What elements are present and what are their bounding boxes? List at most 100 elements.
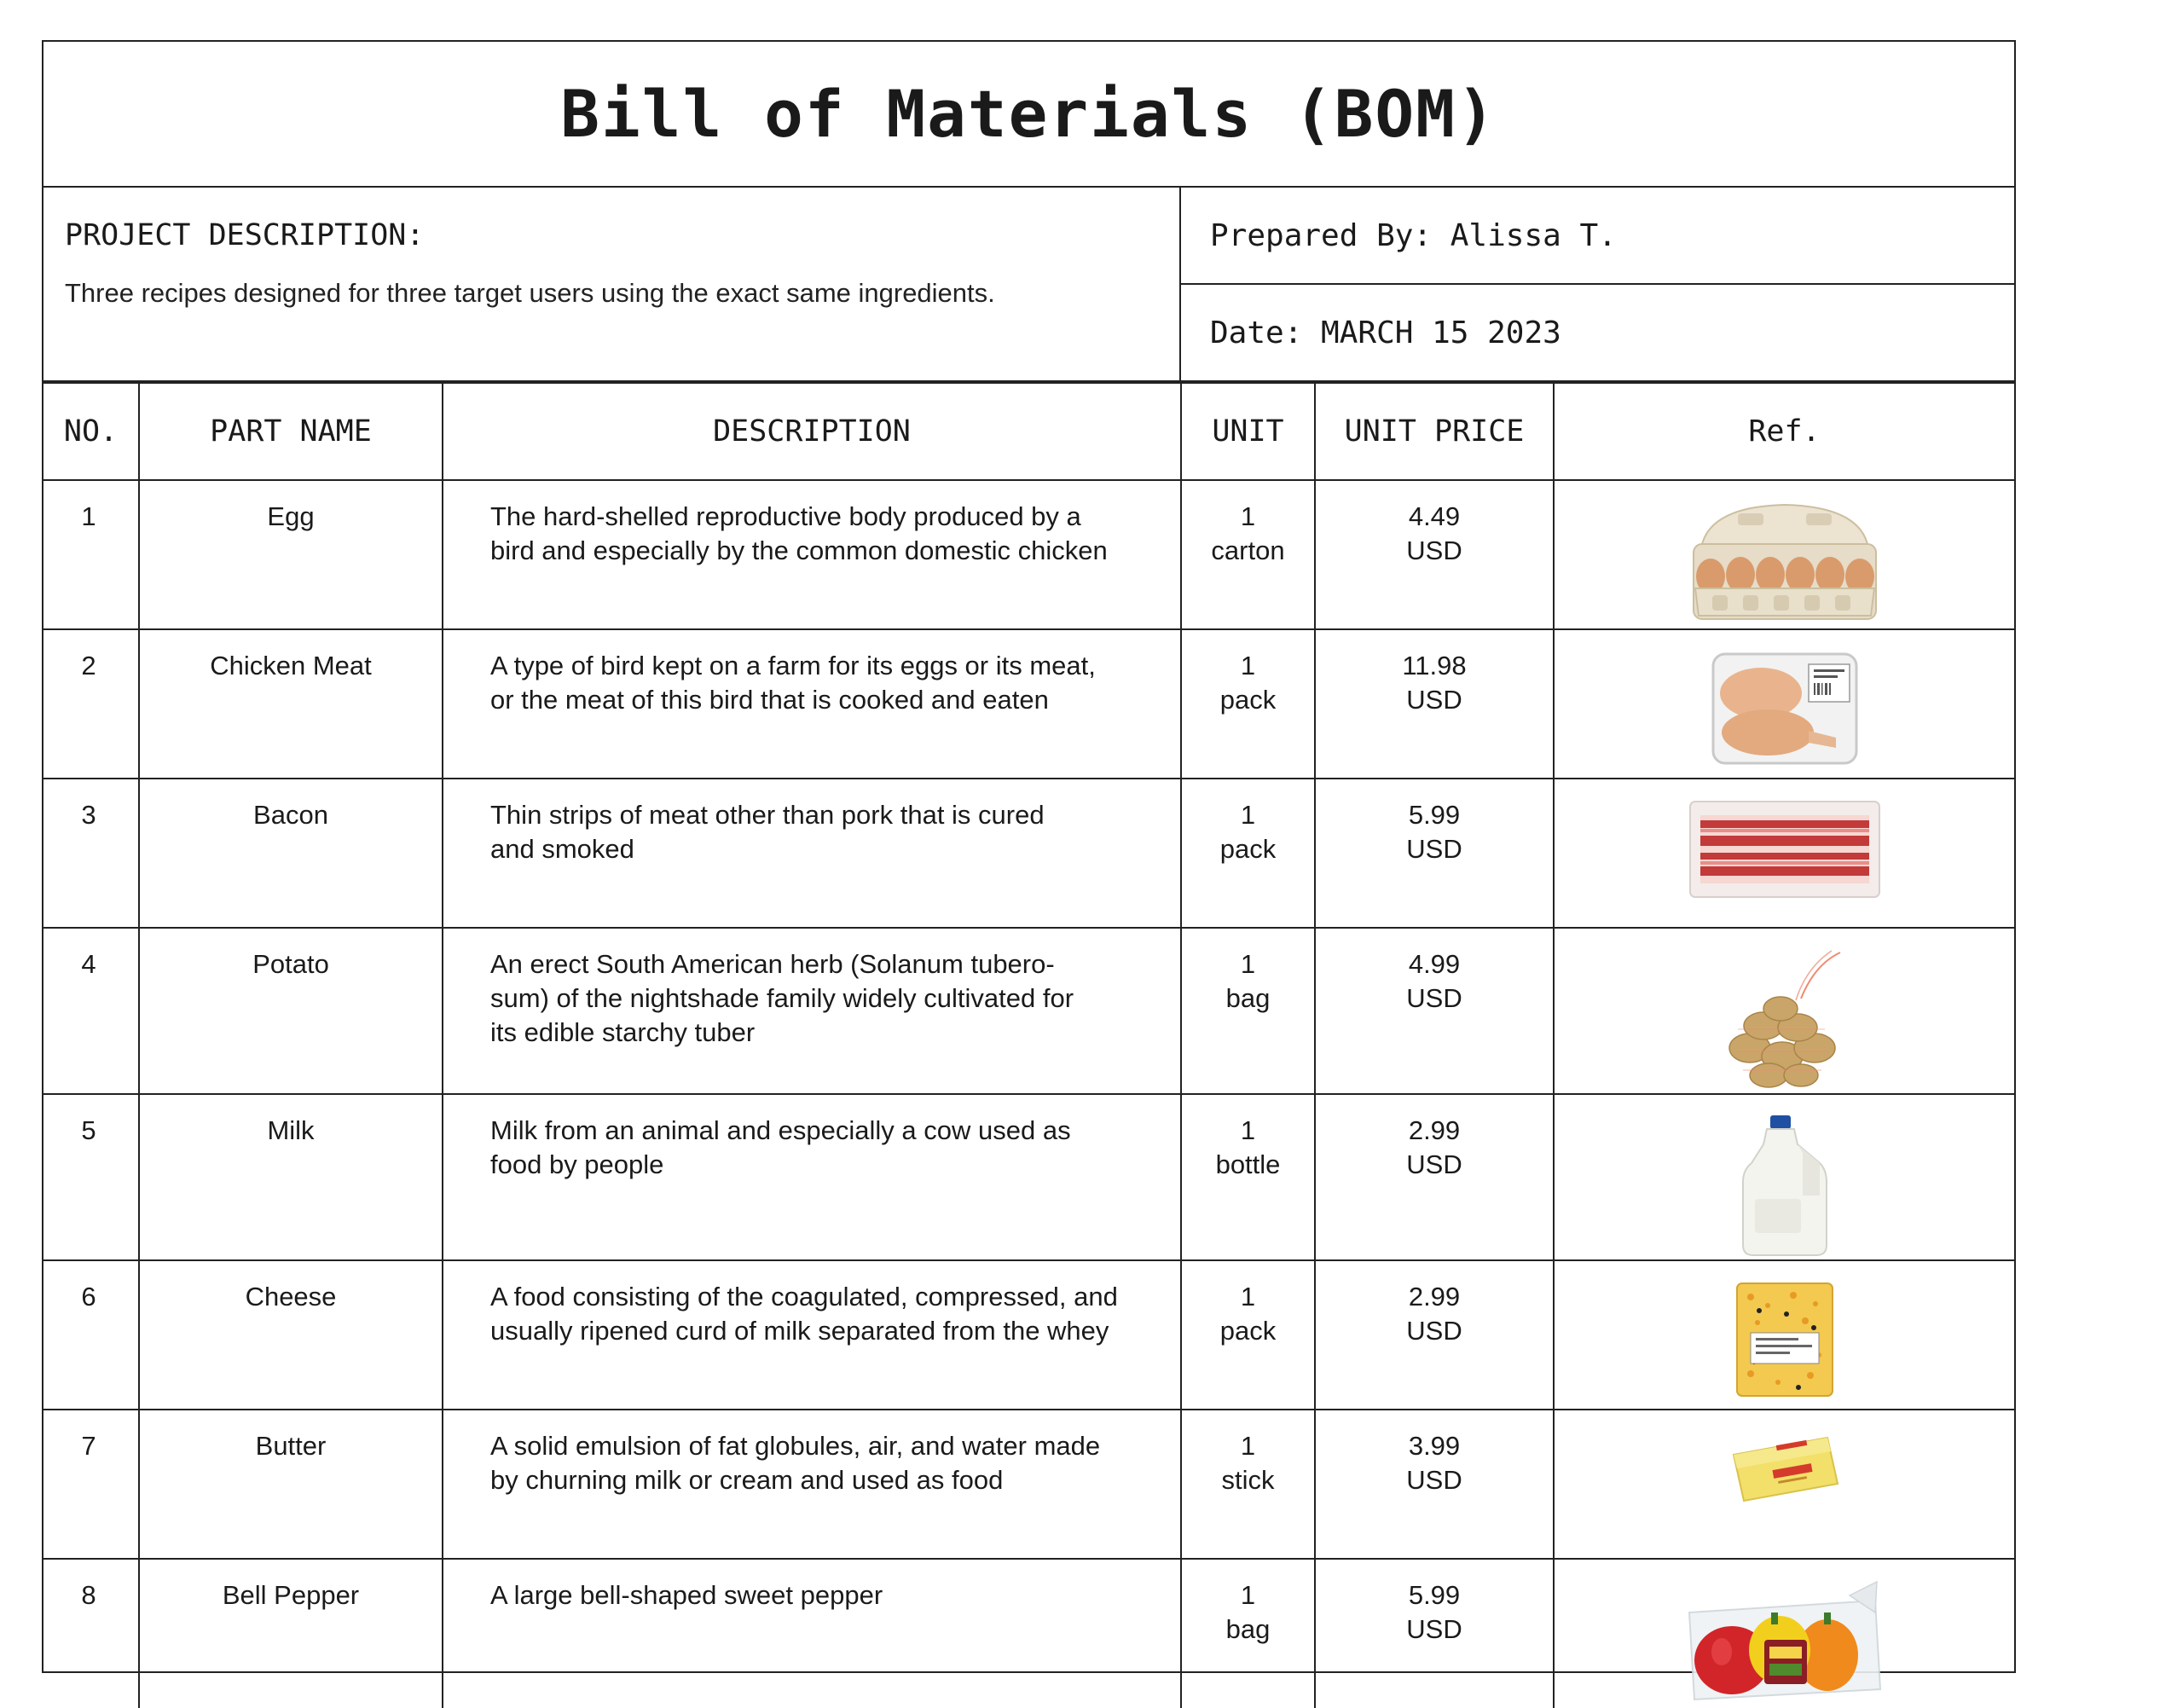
description-line: usually ripened curd of milk separated f… (490, 1316, 1109, 1346)
cell-no: 3 (43, 778, 140, 929)
price-line: 4.99 (1408, 949, 1461, 979)
cheese-pack-icon (1735, 1282, 1833, 1397)
cell-unit-price: 2.99 USD (1314, 1093, 1555, 1261)
cell-unit-price: 2.99 USD (1314, 1259, 1555, 1410)
cell-part-name: Butter (138, 1409, 443, 1560)
column-header-ref: Ref. (1553, 382, 2014, 481)
meta-panel: Prepared By: Alissa T. Date: MARCH 15 20… (1181, 188, 2014, 380)
cell-description: A large bell-shaped sweet pepper (442, 1558, 1182, 1708)
cell-unit-price: 3.99 USD (1314, 1409, 1555, 1560)
price-line: USD (1406, 536, 1462, 565)
description-line: or the meat of this bird that is cooked … (490, 685, 1049, 715)
cell-no: 4 (43, 927, 140, 1095)
description-line: food by people (490, 1149, 664, 1179)
project-description-text: Three recipes designed for three target … (65, 278, 995, 308)
cell-ref (1553, 628, 2014, 779)
description-line: An erect South American herb (Solanum tu… (490, 949, 1055, 979)
cell-unit: 1 bag (1180, 927, 1316, 1095)
cell-unit: 1 carton (1180, 479, 1316, 630)
cell-ref (1553, 1558, 2014, 1708)
description-line: A type of bird kept on a farm for its eg… (490, 651, 1096, 680)
cell-part-name: Chicken Meat (138, 628, 443, 779)
cell-description: Milk from an animal and especially a cow… (442, 1093, 1182, 1261)
description-line: Thin strips of meat other than pork that… (490, 800, 1045, 830)
unit-line: bag (1225, 1614, 1271, 1644)
price-line: 4.49 (1408, 501, 1461, 531)
cell-ref (1553, 1093, 2014, 1261)
bom-document: Bill of Materials (BOM) PROJECT DESCRIPT… (42, 40, 2016, 1708)
table-row: 7 Butter A solid emulsion of fat globules,… (43, 1409, 2014, 1560)
price-line: 5.99 (1408, 1580, 1461, 1610)
description-line: Milk from an animal and especially a cow… (490, 1115, 1071, 1145)
cell-part-name: Potato (138, 927, 443, 1095)
page-title: Bill of Materials (BOM) (43, 42, 2014, 188)
price-line: 5.99 (1408, 800, 1461, 830)
table-row: 6 Cheese A food consisting of the coagulat… (43, 1259, 2014, 1410)
description-line: by churning milk or cream and used as fo… (490, 1465, 1004, 1495)
cell-unit-price: 5.99 USD (1314, 778, 1555, 929)
cell-unit: 1 pack (1180, 1259, 1316, 1410)
unit-line: 1 (1240, 949, 1256, 979)
table-row: 3 Bacon Thin strips of meat other than por… (43, 778, 2014, 929)
unit-line: 1 (1240, 501, 1256, 531)
description-line: sum) of the nightshade family widely cul… (490, 983, 1074, 1013)
cell-ref (1553, 1409, 2014, 1560)
column-header-unit: UNIT (1180, 382, 1316, 481)
description-line: A solid emulsion of fat globules, air, a… (490, 1431, 1101, 1461)
bom-table: NO. PART NAME DESCRIPTION UNIT UNIT PRIC… (43, 382, 2014, 1708)
cell-ref (1553, 1259, 2014, 1410)
price-line: USD (1406, 685, 1462, 715)
unit-line: pack (1219, 834, 1277, 864)
cell-part-name: Bacon (138, 778, 443, 929)
description-line: its edible starchy tuber (490, 1017, 756, 1047)
cell-no: 7 (43, 1409, 140, 1560)
cell-no: 8 (43, 1558, 140, 1708)
price-line: USD (1406, 1149, 1462, 1179)
price-line: USD (1406, 834, 1462, 864)
cell-unit: 1 bottle (1180, 1093, 1316, 1261)
table-row: 8 Bell Pepper A large bell-shaped sweet pe… (43, 1558, 2014, 1708)
description-line: The hard-shelled reproductive body produ… (490, 501, 1081, 531)
cell-part-name: Milk (138, 1093, 443, 1261)
cell-part-name: Egg (138, 479, 443, 630)
egg-carton-icon (1692, 504, 1877, 620)
cell-unit: 1 pack (1180, 778, 1316, 929)
unit-line: 1 (1240, 1282, 1256, 1311)
cell-unit: 1 pack (1180, 628, 1316, 779)
project-description-label: PROJECT DESCRIPTION: (65, 218, 425, 252)
cell-ref (1553, 927, 2014, 1095)
bell-pepper-bag-icon (1688, 1581, 1881, 1700)
cell-unit-price: 4.99 USD (1314, 927, 1555, 1095)
unit-line: 1 (1240, 1580, 1256, 1610)
price-line: USD (1406, 1465, 1462, 1495)
butter-stick-icon (1732, 1437, 1838, 1502)
cell-unit-price: 5.99 USD (1314, 1558, 1555, 1708)
potato-bag-icon (1728, 950, 1841, 1088)
cell-ref (1553, 479, 2014, 630)
description-line: A large bell-shaped sweet pepper (490, 1580, 883, 1610)
price-line: 2.99 (1408, 1115, 1461, 1145)
table-row: 4 Potato An erect South American herb (Sol… (43, 927, 2014, 1095)
prepared-by: Prepared By: Alissa T. (1181, 188, 2014, 285)
column-header-unit-price: UNIT PRICE (1314, 382, 1555, 481)
cell-description: A type of bird kept on a farm for its eg… (442, 628, 1182, 779)
cell-part-name: Cheese (138, 1259, 443, 1410)
price-line: 3.99 (1408, 1431, 1461, 1461)
cell-ref (1553, 778, 2014, 929)
cell-unit: 1 bag (1180, 1558, 1316, 1708)
unit-line: stick (1221, 1465, 1275, 1495)
table-row: 2 Chicken Meat A type of bird kept on a fa… (43, 628, 2014, 779)
project-description-panel: PROJECT DESCRIPTION: Three recipes desig… (43, 188, 1181, 380)
cell-description: The hard-shelled reproductive body produ… (442, 479, 1182, 630)
price-line: 2.99 (1408, 1282, 1461, 1311)
column-header-no: NO. (43, 382, 140, 481)
unit-line: 1 (1240, 800, 1256, 830)
description-line: and smoked (490, 834, 634, 864)
unit-line: 1 (1240, 651, 1256, 680)
cell-unit: 1 stick (1180, 1409, 1316, 1560)
table-row: 5 Milk Milk from an animal and especially … (43, 1093, 2014, 1261)
cell-no: 5 (43, 1093, 140, 1261)
cell-part-name: Bell Pepper (138, 1558, 443, 1708)
cell-no: 2 (43, 628, 140, 779)
chicken-meat-icon (1711, 652, 1857, 765)
